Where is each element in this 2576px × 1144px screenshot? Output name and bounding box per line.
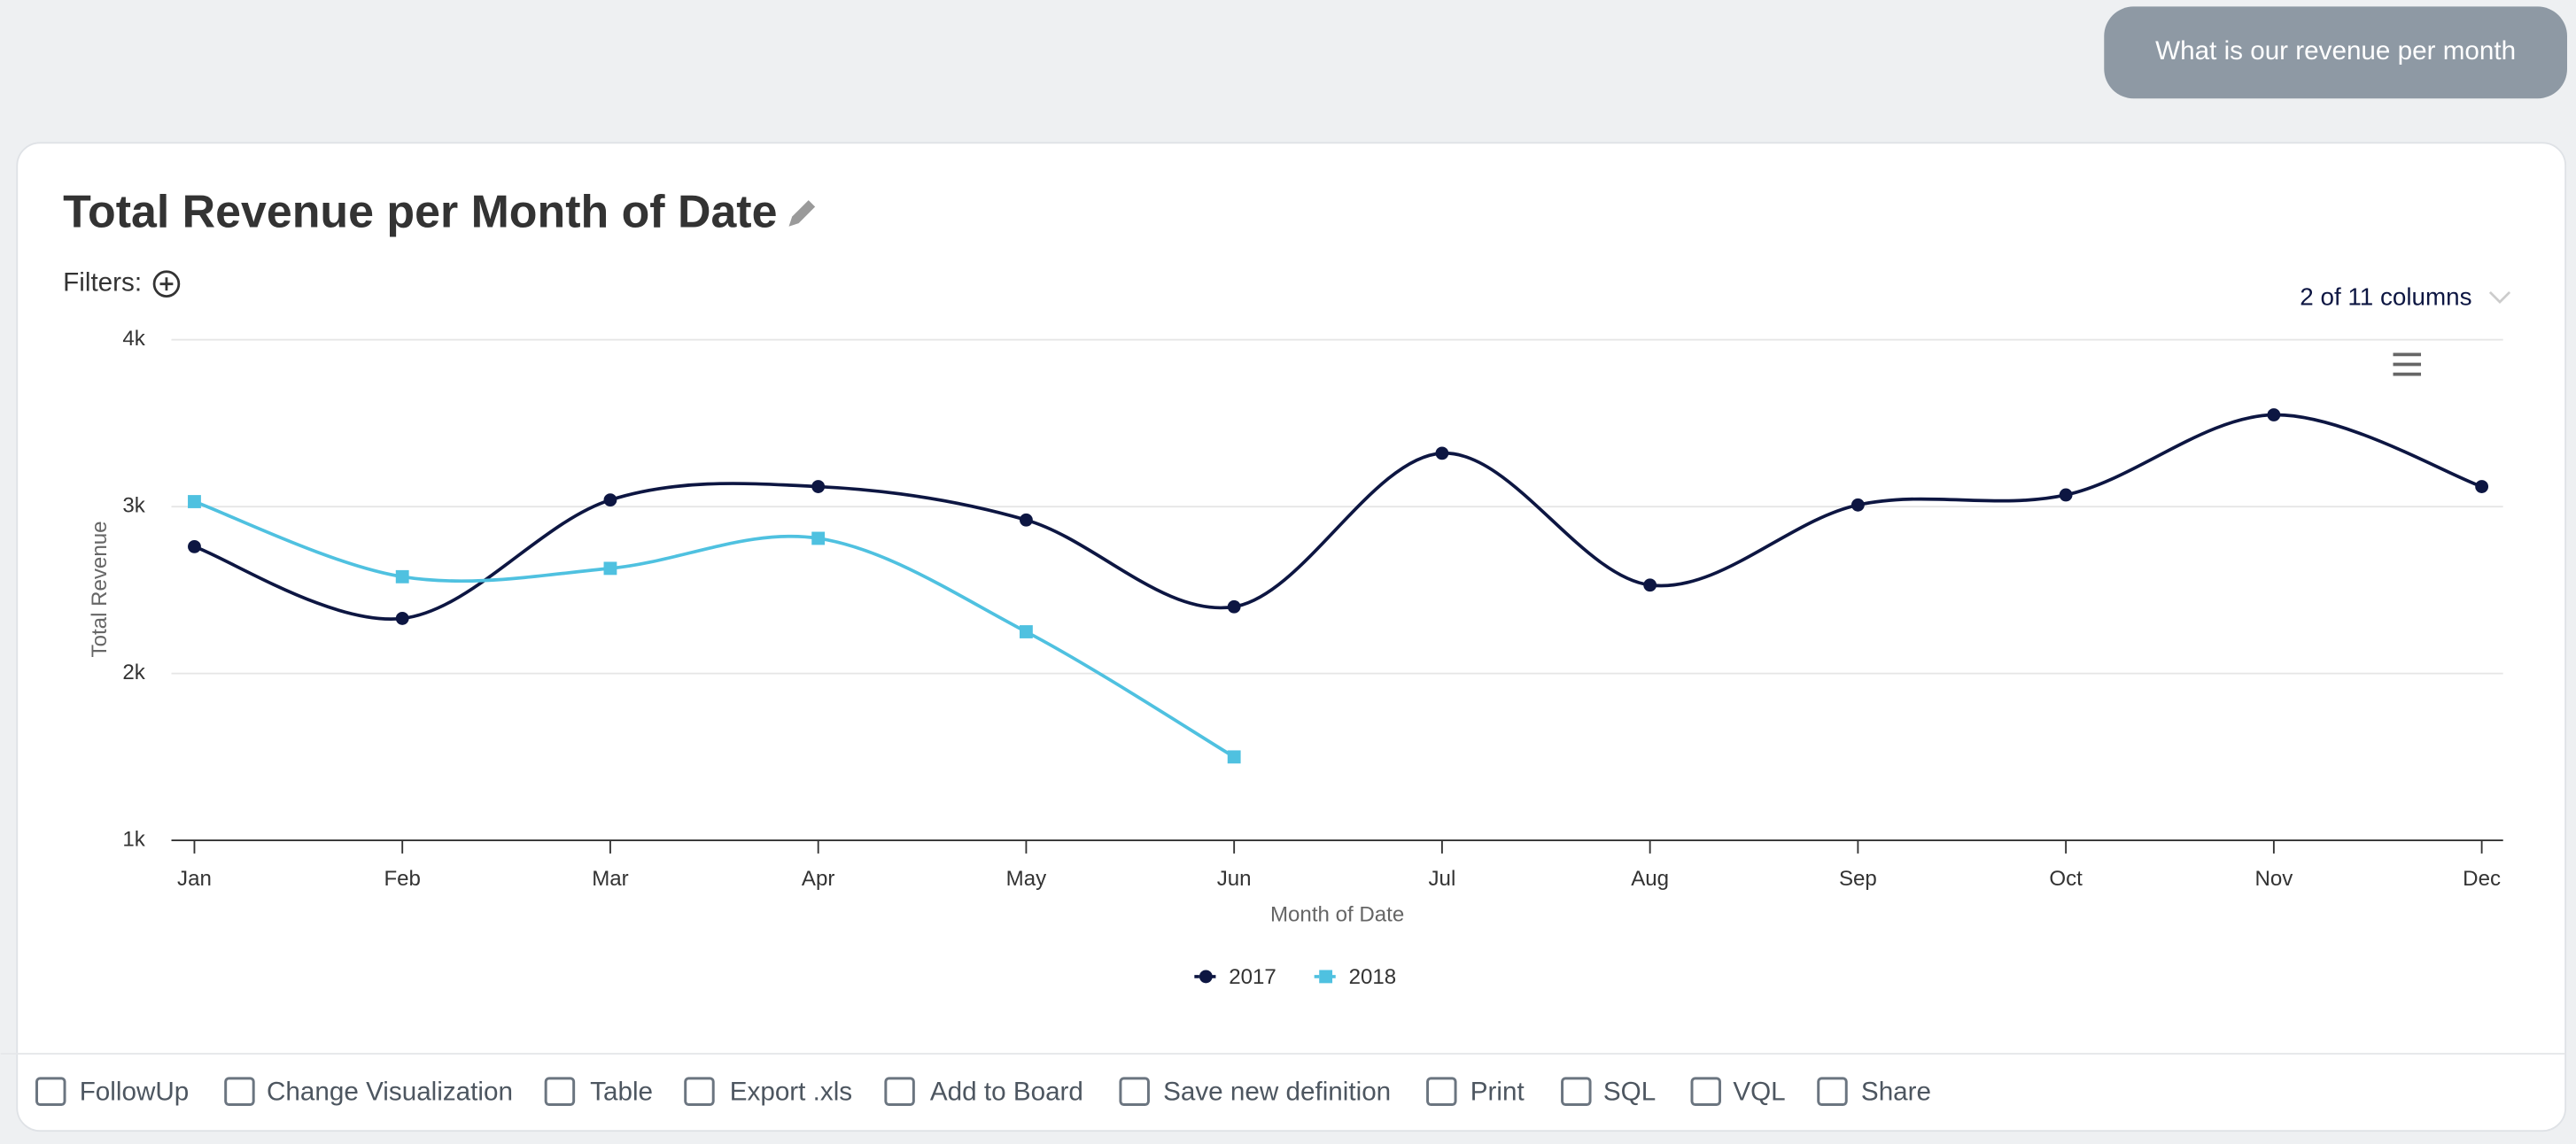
toolbar-icon <box>884 1077 915 1106</box>
marker <box>1199 970 1213 984</box>
x-tick-label: May <box>1006 867 1047 891</box>
marker <box>1227 599 1241 614</box>
columns-dropdown[interactable]: 2 of 11 columns <box>2300 283 2511 311</box>
toolbar-label: Change Visualization <box>267 1077 513 1106</box>
legend-label: 2017 <box>1229 965 1276 989</box>
toolbar-label: Export .xls <box>730 1077 852 1106</box>
filters-label: Filters: <box>63 268 142 298</box>
x-tick-label: Aug <box>1631 867 1669 891</box>
y-tick-label: 3k <box>122 494 145 518</box>
toolbar-icon <box>1817 1077 1848 1106</box>
card <box>16 142 2567 1132</box>
marker <box>188 539 201 553</box>
marker <box>811 480 826 493</box>
marker <box>811 531 826 545</box>
toolbar-label: Add to Board <box>930 1077 1083 1106</box>
pencil <box>788 200 816 227</box>
x-tick-label: Apr <box>802 867 834 891</box>
x-tick-label: Oct <box>2049 867 2083 891</box>
plus-circle <box>152 270 181 298</box>
toolbar-icon <box>1690 1077 1721 1106</box>
x-tick-label: Dec <box>2463 867 2501 891</box>
marker <box>603 493 617 507</box>
columns-label: 2 of 11 columns <box>2300 283 2471 311</box>
y-axis-title: Total Revenue <box>88 521 112 657</box>
toolbar-button[interactable]: Share <box>1817 1077 1931 1106</box>
toolbar-button[interactable]: Export .xls <box>684 1077 852 1106</box>
marker <box>188 495 201 508</box>
chat-message: What is our revenue per month <box>2155 36 2516 66</box>
toolbar-button[interactable]: Change Visualization <box>224 1077 513 1106</box>
y-tick-label: 4k <box>122 327 145 351</box>
marker <box>1851 498 1865 512</box>
toolbar-label: Table <box>590 1077 653 1106</box>
toolbar-icon <box>1119 1077 1150 1106</box>
bubble-bg <box>2104 6 2567 99</box>
x-tick-label: Feb <box>384 867 421 891</box>
toolbar-label: Save new definition <box>1163 1077 1391 1106</box>
toolbar-icon <box>224 1077 255 1106</box>
marker <box>1435 446 1449 460</box>
toolbar-button[interactable]: Save new definition <box>1119 1077 1391 1106</box>
toolbar-icon <box>544 1077 576 1106</box>
toolbar-icon <box>1426 1077 1457 1106</box>
toolbar-button[interactable]: VQL <box>1690 1077 1786 1106</box>
y-tick-label: 1k <box>122 827 145 851</box>
x-tick-label: Mar <box>592 867 628 891</box>
x-axis-title: Month of Date <box>1270 903 1404 927</box>
x-tick-label: Jun <box>1217 867 1252 891</box>
chat-bubble: What is our revenue per month <box>2104 6 2567 99</box>
toolbar-label: FollowUp <box>80 1077 190 1106</box>
chevron <box>2488 290 2511 305</box>
add-filter[interactable] <box>152 270 181 298</box>
toolbar-button[interactable]: Table <box>544 1077 653 1106</box>
marker <box>603 561 617 576</box>
x-tick-label: Nov <box>2254 867 2293 891</box>
toolbar-label: VQL <box>1733 1077 1785 1106</box>
marker <box>395 612 409 625</box>
marker <box>1020 513 1033 527</box>
marker <box>1227 750 1241 764</box>
chart-menu[interactable] <box>2393 352 2422 376</box>
y-tick-label: 2k <box>122 661 145 684</box>
legend-item: 2017 <box>1194 965 1276 989</box>
toolbar-label: Share <box>1861 1077 1931 1106</box>
edit-icon[interactable] <box>788 200 816 227</box>
toolbar-label: Print <box>1470 1077 1525 1106</box>
hamburger <box>2393 352 2422 376</box>
toolbar-button[interactable]: FollowUp <box>35 1077 190 1106</box>
toolbar-label: SQL <box>1603 1077 1656 1106</box>
marker <box>2267 408 2281 421</box>
toolbar-button[interactable]: Add to Board <box>884 1077 1083 1106</box>
marker <box>1643 578 1657 592</box>
x-tick-label: Jul <box>1429 867 1456 891</box>
toolbar-icon <box>684 1077 715 1106</box>
marker <box>1020 625 1033 638</box>
x-tick-label: Jan <box>177 867 212 891</box>
card-title: Total Revenue per Month of Date <box>63 186 777 237</box>
marker <box>2059 488 2073 502</box>
marker <box>2475 480 2489 493</box>
series-line <box>193 499 1236 759</box>
legend-item: 2018 <box>1314 965 1397 989</box>
legend-label: 2018 <box>1349 965 1397 989</box>
x-tick-label: Sep <box>1839 867 1877 891</box>
toolbar-button[interactable]: SQL <box>1561 1077 1657 1106</box>
marker <box>1319 970 1333 984</box>
toolbar-icon <box>35 1077 66 1106</box>
toolbar-button[interactable]: Print <box>1426 1077 1525 1106</box>
toolbar-icon <box>1561 1077 1592 1106</box>
plus <box>159 277 174 291</box>
series-line <box>193 413 2483 621</box>
marker <box>395 569 409 584</box>
